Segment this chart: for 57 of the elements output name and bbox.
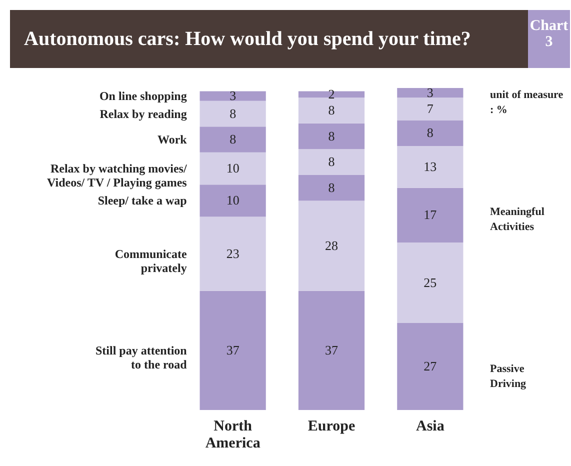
bar — [200, 152, 266, 185]
data-label: 3 — [426, 84, 434, 100]
chart-title: Autonomous cars: How would you spend your time? — [10, 10, 530, 68]
x-tick-label: North America — [205, 418, 261, 452]
data-label: 13 — [424, 158, 437, 174]
data-label: 7 — [426, 100, 434, 116]
bar — [397, 98, 464, 120]
bar — [397, 242, 464, 324]
data-label: 8 — [328, 154, 335, 170]
data-label: 25 — [424, 274, 437, 290]
bar — [298, 91, 365, 98]
data-label: 3 — [230, 88, 236, 104]
text: unit of measure : % — [490, 88, 564, 118]
bar — [397, 88, 464, 98]
bar — [200, 216, 266, 291]
data-label: 17 — [424, 207, 438, 222]
series-label: On line shopping — [99, 89, 187, 104]
bar — [298, 149, 365, 175]
series-label: Work — [157, 132, 188, 147]
caption: Chart 3 — [528, 10, 570, 68]
bar — [200, 100, 266, 127]
data-label: 37 — [325, 342, 338, 358]
bar — [200, 184, 266, 217]
x-tick-label: Asia — [416, 418, 445, 434]
data-label: 8 — [328, 102, 335, 118]
data-label: 23 — [226, 246, 240, 261]
text: Passive Driving — [490, 362, 528, 392]
bar — [200, 290, 266, 410]
bar — [200, 126, 266, 152]
bar — [200, 91, 266, 101]
data-label: 27 — [424, 358, 438, 374]
series-label: Sleep/ take a wap — [98, 194, 188, 208]
data-label: 28 — [325, 238, 338, 253]
bar — [397, 188, 464, 243]
bar — [397, 323, 464, 410]
data-label: 37 — [226, 342, 240, 358]
bar — [397, 120, 464, 146]
data-label: 8 — [230, 106, 236, 121]
bar — [298, 174, 365, 201]
data-label: 8 — [328, 128, 335, 144]
bar — [298, 123, 365, 150]
series-label: Still pay attention to the road — [95, 343, 188, 372]
data-label: 8 — [230, 132, 236, 147]
x-tick-label: Europe — [308, 418, 356, 434]
data-label: 10 — [226, 192, 240, 208]
series-label: Relax by reading — [100, 106, 187, 121]
series-label: Relax by watching movies/ Videos/ TV / Playing games — [47, 162, 188, 190]
bar — [397, 146, 464, 188]
data-label: 2 — [328, 86, 335, 102]
data-label: 8 — [426, 125, 434, 140]
series-label: Communicate privately — [114, 246, 188, 275]
text: Meaningful Activities — [490, 205, 546, 235]
bar — [298, 290, 365, 410]
bar — [298, 200, 365, 291]
data-label: 10 — [226, 160, 240, 176]
bar — [298, 98, 365, 124]
data-label: 8 — [328, 180, 335, 195]
